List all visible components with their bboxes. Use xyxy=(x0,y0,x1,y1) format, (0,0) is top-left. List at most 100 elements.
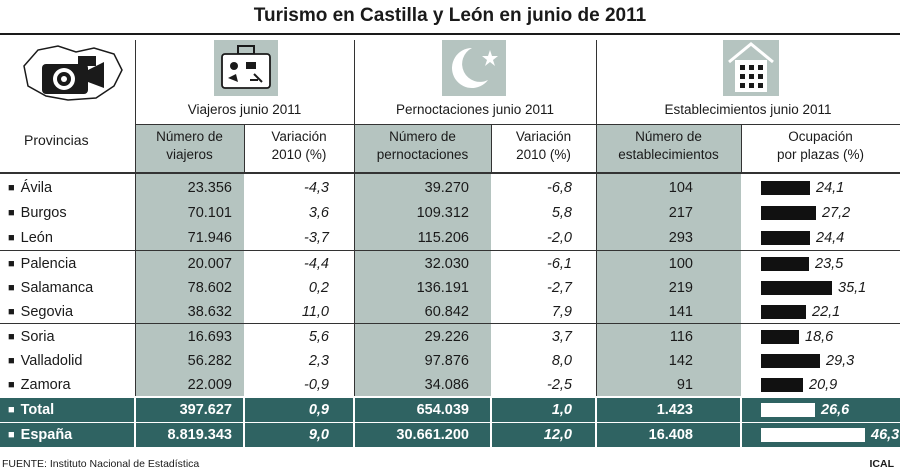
col-header-viajeros: Número de viajeros xyxy=(156,129,223,162)
cell-var-viajeros: -4,4 xyxy=(304,256,329,272)
occupancy-label: 29,3 xyxy=(826,353,855,369)
body-shade-viajeros xyxy=(135,172,244,396)
header-shade-pernoctaciones xyxy=(354,124,491,172)
occupancy-label: 24,1 xyxy=(816,180,845,196)
cell-establecimientos: 100 xyxy=(668,256,693,272)
group-label-establecimientos: Establecimientos junio 2011 xyxy=(664,102,832,117)
occupancy-bar xyxy=(761,330,799,344)
col-divider-sub-2 xyxy=(491,124,492,172)
cell-establecimientos: 217 xyxy=(668,205,693,221)
moon-star-icon xyxy=(442,40,506,96)
col-divider-3 xyxy=(596,40,597,396)
total-row: Total 397.627 0,9 654.039 1,0 1.423 26,6 xyxy=(0,398,900,422)
cell-establecimientos: 16.408 xyxy=(648,427,693,443)
province-name: Soria xyxy=(8,329,55,345)
cell-establecimientos: 141 xyxy=(668,304,693,320)
cell-var-pernoctaciones: -6,1 xyxy=(547,256,572,272)
table-row: Ávila 23.356 -4,3 39.270 -6,8 104 24,1 xyxy=(0,176,900,200)
total-column-separator xyxy=(134,423,136,447)
total-column-separator xyxy=(490,423,492,447)
cell-viajeros: 20.007 xyxy=(187,256,232,272)
occupancy-bar xyxy=(761,378,803,392)
province-name: Zamora xyxy=(8,377,71,393)
cell-viajeros: 23.356 xyxy=(187,180,232,196)
occupancy-bar xyxy=(761,354,820,368)
cell-establecimientos: 1.423 xyxy=(656,402,693,418)
total-column-separator xyxy=(740,423,742,447)
cell-var-pernoctaciones: 8,0 xyxy=(551,353,572,369)
cell-var-viajeros: 2,3 xyxy=(308,353,329,369)
cell-var-pernoctaciones: -2,0 xyxy=(547,230,572,246)
cell-var-viajeros: -3,7 xyxy=(304,230,329,246)
occupancy-bar xyxy=(761,428,865,442)
cell-pernoctaciones: 39.270 xyxy=(424,180,469,196)
cell-establecimientos: 293 xyxy=(668,230,693,246)
occupancy-label: 18,6 xyxy=(805,329,834,345)
occupancy-bar xyxy=(761,281,832,295)
col-header-ocupacion: Ocupación por plazas (%) xyxy=(776,129,865,162)
group-rule-1 xyxy=(0,250,900,251)
occupancy-bar xyxy=(761,231,810,245)
body-shade-pernoctaciones xyxy=(354,172,491,396)
occupancy-label: 26,6 xyxy=(821,402,850,418)
occupancy-label: 23,5 xyxy=(815,256,844,272)
cell-var-viajeros: 11,0 xyxy=(301,304,329,320)
col-header-var-viajeros: Variación 2010 (%) xyxy=(271,129,327,162)
province-name: España xyxy=(8,427,73,443)
provincias-header: Provincias xyxy=(24,132,89,148)
province-name: Segovia xyxy=(8,304,73,320)
table-row: Segovia 38.632 11,0 60.842 7,9 141 22,1 xyxy=(0,300,900,324)
cell-pernoctaciones: 34.086 xyxy=(424,377,469,393)
header-bottom-rule xyxy=(0,172,900,174)
cell-establecimientos: 116 xyxy=(669,329,693,345)
col-divider-sub-3 xyxy=(741,124,742,172)
occupancy-bar xyxy=(761,403,815,417)
col-divider-2 xyxy=(354,40,355,396)
province-name: Burgos xyxy=(8,205,67,221)
total-row: España 8.819.343 9,0 30.661.200 12,0 16.408 46… xyxy=(0,423,900,447)
total-column-separator xyxy=(134,398,136,422)
cell-viajeros: 397.627 xyxy=(179,402,232,418)
total-column-separator xyxy=(490,398,492,422)
cell-pernoctaciones: 29.226 xyxy=(424,329,469,345)
occupancy-label: 46,3 xyxy=(871,427,900,443)
total-column-separator xyxy=(353,423,355,447)
occupancy-label: 27,2 xyxy=(822,205,851,221)
cell-establecimientos: 91 xyxy=(676,377,693,393)
table-row: Zamora 22.009 -0,9 34.086 -2,5 91 20,9 xyxy=(0,373,900,397)
cell-var-pernoctaciones: -2,7 xyxy=(547,280,572,296)
cell-establecimientos: 142 xyxy=(668,353,693,369)
col-divider-sub-1 xyxy=(244,124,245,172)
cell-pernoctaciones: 109.312 xyxy=(416,205,469,221)
occupancy-bar xyxy=(761,257,809,271)
brand-label: ICAL xyxy=(869,458,895,470)
occupancy-label: 35,1 xyxy=(838,280,867,296)
province-name: Total xyxy=(8,402,55,418)
province-name: León xyxy=(8,230,53,246)
total-column-separator xyxy=(595,423,597,447)
col-header-var-pernoctaciones: Variación 2010 (%) xyxy=(515,129,572,162)
table-row: Burgos 70.101 3,6 109.312 5,8 217 27,2 xyxy=(0,201,900,225)
total-column-separator xyxy=(595,398,597,422)
province-name: Salamanca xyxy=(8,280,94,296)
group-label-pernoctaciones: Pernoctaciones junio 2011 xyxy=(395,102,555,117)
source-note: FUENTE: Instituto Nacional de Estadístic… xyxy=(2,458,200,470)
header-shade-establecimientos xyxy=(596,124,741,172)
cell-var-pernoctaciones: 1,0 xyxy=(551,402,572,418)
cell-var-pernoctaciones: -2,5 xyxy=(547,377,572,393)
cell-var-viajeros: 0,9 xyxy=(308,402,329,418)
header-underline xyxy=(135,124,900,125)
cell-var-pernoctaciones: 3,7 xyxy=(551,329,572,345)
cell-pernoctaciones: 654.039 xyxy=(416,402,469,418)
body-shade-establecimientos xyxy=(596,172,741,396)
cell-viajeros: 56.282 xyxy=(187,353,232,369)
cell-viajeros: 71.946 xyxy=(187,230,232,246)
occupancy-bar xyxy=(761,305,806,319)
group-label-viajeros: Viajeros junio 2011 xyxy=(187,102,302,117)
province-name: Valladolid xyxy=(8,353,83,369)
occupancy-bar xyxy=(761,181,810,195)
cell-var-pernoctaciones: 7,9 xyxy=(551,304,572,320)
cell-var-pernoctaciones: 5,8 xyxy=(551,205,572,221)
cell-var-viajeros: 0,2 xyxy=(308,280,329,296)
cell-pernoctaciones: 32.030 xyxy=(424,256,469,272)
